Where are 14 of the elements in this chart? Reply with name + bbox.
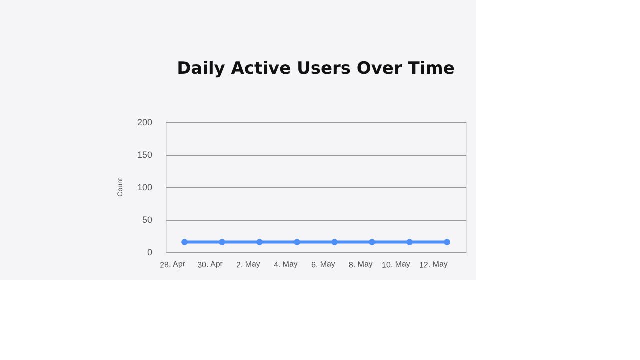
x-tick-label: 30. Apr	[197, 259, 224, 270]
x-tick-label: 8. May	[348, 260, 374, 270]
y-tick-label: 50	[142, 215, 152, 225]
x-tick-label: 2. May	[236, 260, 261, 270]
y-tick-label: 0	[147, 248, 152, 258]
y-tick-label: 200	[137, 118, 152, 128]
y-tick-label: 100	[137, 182, 152, 192]
chart-title: Daily Active Users Over Time	[177, 59, 455, 79]
x-tick-label: 10. May	[382, 260, 411, 270]
y-tick-label: 150	[137, 150, 152, 160]
x-tick-label: 12. May	[419, 260, 448, 270]
x-tick-label: 4. May	[274, 260, 298, 270]
x-tick-label: 28. Apr	[160, 259, 186, 270]
x-tick-label: 6. May	[311, 260, 336, 270]
